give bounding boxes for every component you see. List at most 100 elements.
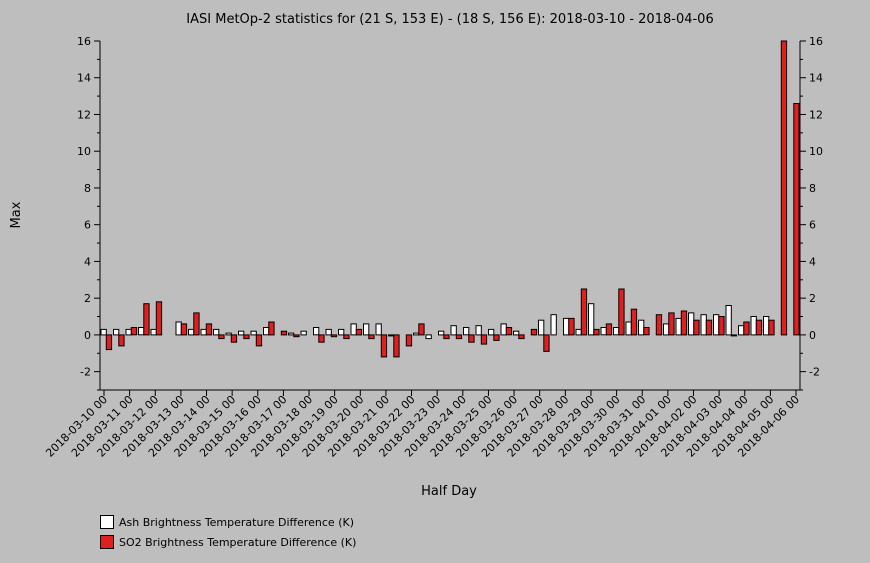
so2-bar (230, 334, 238, 343)
ash-bar (175, 321, 182, 336)
ash-bar (563, 317, 570, 336)
so2-bar (418, 323, 425, 336)
ash-bar (625, 321, 632, 336)
y-tick-label-left: 16 (77, 35, 91, 48)
so2-bar (143, 303, 150, 336)
so2-bar (618, 288, 625, 336)
ash-bar (138, 327, 145, 336)
so2-bar (218, 334, 225, 340)
ash-bar (288, 332, 295, 336)
ash-bar (588, 303, 595, 336)
y-tick-label-left: 8 (84, 182, 91, 195)
ash-bar (325, 328, 332, 336)
so2-bar (643, 327, 650, 336)
ash-bar (575, 328, 582, 336)
ash-bar (438, 330, 445, 336)
legend: Ash Brightness Temperature Difference (K… (100, 512, 356, 552)
so2-bar (730, 334, 738, 337)
ash-bar (550, 314, 557, 336)
ash-bar (663, 323, 670, 336)
so2-bar (630, 308, 638, 336)
so2-bar (605, 323, 613, 336)
legend-swatch-ash (100, 515, 114, 529)
legend-swatch-so2 (100, 535, 114, 549)
ash-bar (488, 328, 495, 336)
ash-bar (713, 314, 720, 336)
y-tick-label-left: 2 (84, 292, 91, 305)
ash-bar (238, 330, 245, 336)
so2-bar (480, 334, 488, 345)
y-tick-label-right: 8 (809, 182, 816, 195)
so2-bar (755, 319, 763, 336)
so2-bar (468, 334, 475, 343)
ash-bar (200, 328, 207, 336)
so2-bar (655, 314, 663, 336)
y-tick-label-right: 14 (809, 72, 823, 85)
y-axis-label: Max (9, 201, 24, 228)
y-tick-label-left: 12 (77, 108, 91, 121)
ash-bar (125, 328, 132, 336)
ash-bar (513, 330, 520, 336)
ash-bar (388, 334, 395, 337)
so2-bar (443, 334, 450, 340)
ash-bar (350, 323, 357, 336)
so2-bar (693, 319, 700, 336)
so2-bar (505, 327, 513, 336)
y-tick-label-right: 6 (809, 219, 816, 232)
so2-bar (455, 334, 463, 340)
so2-bar (543, 334, 550, 352)
so2-bar (568, 317, 575, 336)
y-tick-label-left: 4 (84, 255, 91, 268)
so2-bar (793, 103, 800, 336)
so2-bar (243, 334, 250, 340)
ash-bar (538, 319, 545, 336)
so2-bar (293, 334, 300, 338)
ash-bar (150, 328, 157, 336)
ash-bar (225, 332, 232, 336)
so2-bar (705, 319, 713, 336)
ash-bar (425, 334, 432, 340)
ash-bar (463, 327, 470, 336)
y-tick-label-left: 10 (77, 145, 91, 158)
y-tick-label-right: -2 (809, 366, 820, 379)
ash-bar (763, 316, 770, 336)
y-tick-label-right: 2 (809, 292, 816, 305)
ash-bar (375, 323, 382, 336)
ash-bar (263, 327, 270, 336)
ash-bar (213, 328, 220, 336)
y-tick-label-right: 10 (809, 145, 823, 158)
ash-bar (363, 323, 370, 336)
legend-label-ash: Ash Brightness Temperature Difference (K… (119, 515, 354, 529)
so2-bar (130, 327, 138, 336)
so2-bar (593, 328, 600, 336)
so2-bar (205, 323, 213, 336)
ash-bar (475, 325, 482, 336)
ash-bar (413, 332, 420, 336)
so2-bar (718, 316, 725, 336)
so2-bar (780, 40, 788, 336)
ash-bar (450, 325, 457, 336)
ash-bar (500, 323, 507, 336)
so2-bar (343, 334, 350, 340)
so2-bar (530, 328, 538, 336)
so2-bar (280, 330, 288, 336)
ash-bar (313, 327, 320, 336)
legend-item-ash: Ash Brightness Temperature Difference (K… (100, 512, 356, 532)
so2-bar (580, 288, 588, 336)
so2-bar (493, 334, 500, 341)
y-tick-label-left: -2 (80, 366, 91, 379)
so2-bar (393, 334, 400, 358)
y-tick-label-right: 16 (809, 35, 823, 48)
ash-bar (638, 319, 645, 336)
so2-bar (368, 334, 375, 340)
ash-bar (600, 327, 607, 336)
legend-item-so2: SO2 Brightness Temperature Difference (K… (100, 532, 356, 552)
y-tick-label-left: 14 (77, 72, 91, 85)
ash-bar (338, 328, 345, 336)
so2-bar (380, 334, 388, 358)
ash-bar (250, 330, 257, 336)
ash-bar (750, 316, 757, 336)
so2-bar (155, 301, 163, 336)
y-tick-label-right: 4 (809, 255, 816, 268)
